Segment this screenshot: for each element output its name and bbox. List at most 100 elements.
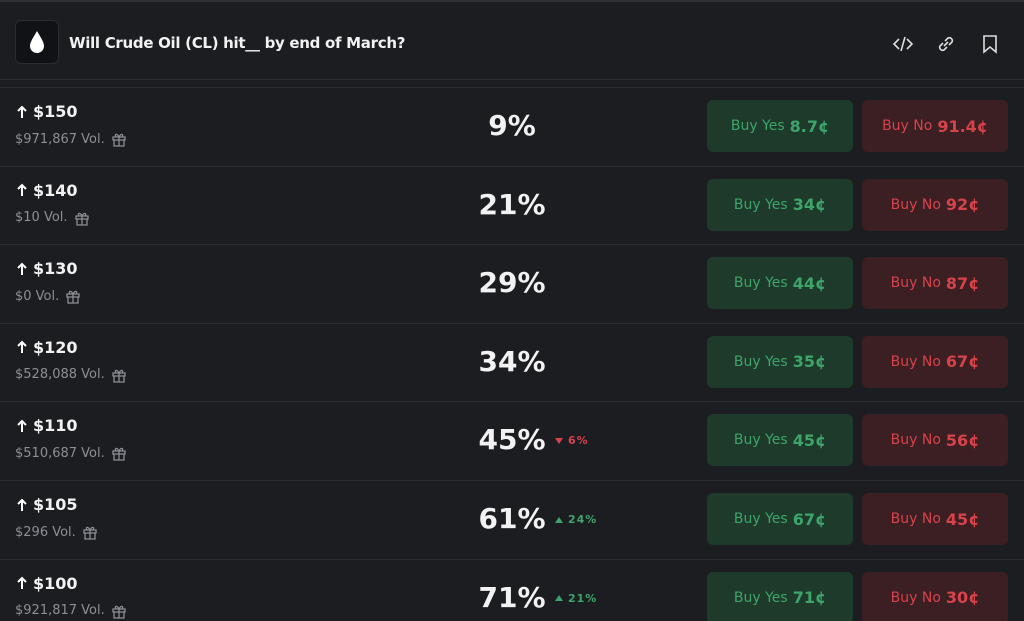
gift-icon	[83, 526, 97, 540]
probability: 45%	[478, 423, 546, 457]
change: 21%	[554, 592, 597, 605]
arrow-up-icon	[17, 105, 27, 118]
volume: $510,687 Vol.	[15, 445, 127, 462]
yes-price: 35¢	[792, 352, 827, 372]
yes-price: 44¢	[792, 273, 827, 293]
buy-no-label: Buy No	[882, 118, 933, 134]
buy-no-label: Buy No	[890, 589, 941, 606]
no-price: 30¢	[945, 588, 980, 608]
change: 24%	[554, 513, 597, 526]
buy-no-button[interactable]: Buy No 30¢	[862, 571, 1008, 621]
buy-yes-button[interactable]: Buy Yes 34¢	[707, 178, 853, 231]
volume: $0 Vol.	[15, 288, 81, 304]
yes-price: 8.7¢	[789, 116, 830, 136]
outcome-value: $120	[33, 337, 78, 357]
outcome-value: $150	[33, 102, 78, 121]
change: 6%	[554, 434, 589, 447]
buy-no-button[interactable]: Buy No 45¢	[862, 493, 1008, 545]
triangle-down	[555, 437, 563, 444]
buy-yes-label: Buy Yes	[733, 511, 788, 527]
buy-yes-label: Buy Yes	[733, 432, 788, 449]
outcome-row: $140 $10 Vol. 21% Buy Yes 34¢ Buy No 92¢	[0, 165, 1024, 245]
buy-no-label: Buy No	[890, 432, 941, 449]
buy-no-label: Buy No	[890, 511, 941, 527]
buy-yes-label: Buy Yes	[733, 196, 788, 213]
buy-no-label: Buy No	[890, 196, 941, 213]
outcome-label: $120	[15, 338, 78, 357]
volume-text: $296 Vol.	[15, 524, 76, 540]
yes-price: 67¢	[792, 509, 827, 529]
outcome-row: $105 $296 Vol. 61% 24% Buy Yes 67¢ Buy No 45¢	[0, 480, 1024, 559]
outcome-value: $130	[33, 259, 78, 279]
no-price: 91.4¢	[937, 116, 988, 136]
buy-yes-button[interactable]: Buy Yes 67¢	[707, 493, 853, 545]
volume: $921,817 Vol.	[15, 603, 127, 619]
no-price: 87¢	[945, 273, 980, 293]
outcome-row: $130 $0 Vol. 29% Buy Yes 44¢ Buy No 87¢	[0, 244, 1024, 323]
no-price: 92¢	[945, 195, 980, 215]
no-price: 56¢	[945, 430, 980, 450]
yes-price: 71¢	[792, 588, 827, 608]
arrow-up-icon	[17, 498, 27, 511]
link-icon[interactable]	[936, 34, 956, 54]
probability: 61%	[478, 502, 546, 535]
outcome-row: $150 $971,867 Vol. 9% Buy Yes 8.7¢ Buy No 91.4…	[0, 87, 1024, 166]
buy-yes-label: Buy Yes	[733, 353, 788, 370]
outcome-label: $140	[15, 181, 78, 200]
no-price: 67¢	[945, 352, 980, 372]
outcome-value: $105	[33, 495, 78, 514]
change-value: 24%	[568, 513, 598, 526]
no-price: 45¢	[945, 509, 980, 529]
probability: 9%	[488, 109, 536, 142]
outcome-row: $110 $510,687 Vol. 45% 6% Buy Yes 45¢ Buy No 56…	[0, 401, 1024, 480]
outcome-label: $105	[15, 495, 78, 514]
buy-yes-button[interactable]: Buy Yes 45¢	[707, 414, 853, 467]
volume: $10 Vol.	[15, 210, 90, 226]
yes-price: 34¢	[792, 195, 827, 215]
yes-price: 45¢	[792, 430, 827, 450]
volume-text: $528,088 Vol.	[15, 367, 105, 383]
gift-icon	[112, 369, 126, 383]
gift-icon	[112, 133, 126, 147]
buy-yes-button[interactable]: Buy Yes 8.7¢	[707, 100, 853, 152]
buy-no-button[interactable]: Buy No 87¢	[862, 257, 1008, 310]
buy-yes-label: Buy Yes	[730, 118, 785, 134]
change-value: 6%	[568, 434, 589, 448]
separator	[0, 79, 1024, 80]
outcome-value: $110	[33, 416, 78, 436]
volume: $528,088 Vol.	[15, 367, 127, 383]
volume-text: $510,687 Vol.	[15, 445, 105, 461]
bookmark-icon[interactable]	[980, 34, 1000, 54]
buy-no-label: Buy No	[890, 275, 941, 292]
buy-no-button[interactable]: Buy No 92¢	[862, 178, 1008, 231]
volume: $296 Vol.	[15, 524, 98, 540]
triangle-up	[555, 516, 563, 523]
probability: 34%	[478, 344, 546, 378]
arrow-up-icon	[17, 576, 27, 590]
market-icon	[15, 20, 59, 64]
buy-no-button[interactable]: Buy No 91.4¢	[862, 100, 1008, 152]
volume-text: $0 Vol.	[15, 288, 60, 304]
probability: 21%	[478, 187, 546, 221]
outcome-value: $100	[33, 573, 78, 593]
arrow-up-icon	[17, 262, 27, 275]
gift-icon	[74, 212, 89, 226]
buy-yes-button[interactable]: Buy Yes 44¢	[707, 257, 853, 310]
arrow-up-icon	[17, 340, 27, 354]
volume: $971,867 Vol.	[15, 131, 127, 147]
gift-icon	[112, 448, 126, 462]
change-value: 21%	[568, 591, 598, 605]
arrow-up-icon	[17, 183, 27, 197]
embed-icon[interactable]	[893, 34, 913, 54]
buy-no-button[interactable]: Buy No 56¢	[862, 414, 1008, 467]
probability: 29%	[478, 266, 546, 300]
outcome-row: $100 $921,817 Vol. 71% 21% Buy Yes 71¢ Buy No 3…	[0, 558, 1024, 621]
triangle-up	[555, 595, 563, 602]
buy-yes-button[interactable]: Buy Yes 71¢	[707, 571, 853, 621]
outcome-label: $110	[15, 416, 78, 435]
buy-no-button[interactable]: Buy No 67¢	[862, 335, 1008, 388]
outcome-label: $100	[15, 574, 78, 593]
buy-yes-button[interactable]: Buy Yes 35¢	[707, 335, 853, 388]
probability: 71%	[478, 580, 546, 614]
